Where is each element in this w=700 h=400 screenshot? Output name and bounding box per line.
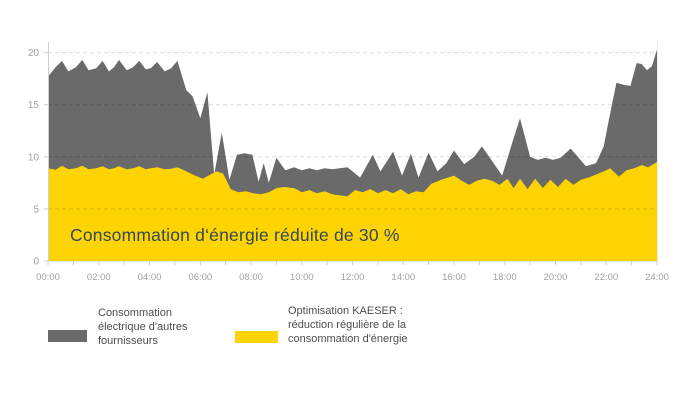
legend-line: consommation d'énergie xyxy=(288,333,408,345)
x-axis-tick-marks xyxy=(47,261,658,265)
legend-label-other-suppliers: Consommation électrique d'autres fournis… xyxy=(98,306,228,348)
y-axis-label: 20 xyxy=(28,48,40,59)
x-axis-label: 08:00 xyxy=(239,272,263,283)
x-axis-labels: 00:00 02:00 04:00 06:00 08:00 10:00 12:00 14:00… xyxy=(36,272,669,283)
y-axis-label: 0 xyxy=(33,257,39,268)
x-axis-label: 22:00 xyxy=(594,272,618,283)
x-axis-label: 14:00 xyxy=(391,272,415,283)
legend-label-kaeser-optimisation: Optimisation KAESER : réduction régulièr… xyxy=(288,304,448,346)
y-axis-labels: 0 5 10 15 20 xyxy=(28,48,40,267)
legend-line: électrique d'autres xyxy=(98,321,188,333)
x-axis-label: 00:00 xyxy=(36,272,60,283)
x-axis-label: 18:00 xyxy=(493,272,517,283)
x-axis-label: 10:00 xyxy=(290,272,314,283)
legend-line: Consommation xyxy=(98,307,172,319)
x-axis-label: 12:00 xyxy=(341,272,365,283)
legend-swatch-yellow xyxy=(235,331,278,343)
y-axis-label: 15 xyxy=(28,100,40,111)
x-axis-label: 04:00 xyxy=(138,272,162,283)
legend-line: Optimisation KAESER : xyxy=(288,305,403,317)
x-axis-label: 06:00 xyxy=(188,272,212,283)
x-axis-label: 24:00 xyxy=(645,272,669,283)
x-axis-label: 16:00 xyxy=(442,272,466,283)
series-area-kaeser-optimisation xyxy=(48,162,657,261)
legend-line: réduction régulière de la xyxy=(288,319,407,331)
y-axis-tick-marks xyxy=(44,52,48,262)
y-axis-label: 5 xyxy=(33,204,39,215)
reduction-annotation: Consommation d‘énergie réduite de 30 % xyxy=(70,225,400,245)
legend-line: fournisseurs xyxy=(98,335,158,347)
x-axis-label: 20:00 xyxy=(544,272,568,283)
x-axis-label: 02:00 xyxy=(87,272,111,283)
horizontal-gridlines xyxy=(48,52,657,210)
y-axis-label: 10 xyxy=(28,152,40,163)
legend-swatch-gray xyxy=(48,330,87,342)
